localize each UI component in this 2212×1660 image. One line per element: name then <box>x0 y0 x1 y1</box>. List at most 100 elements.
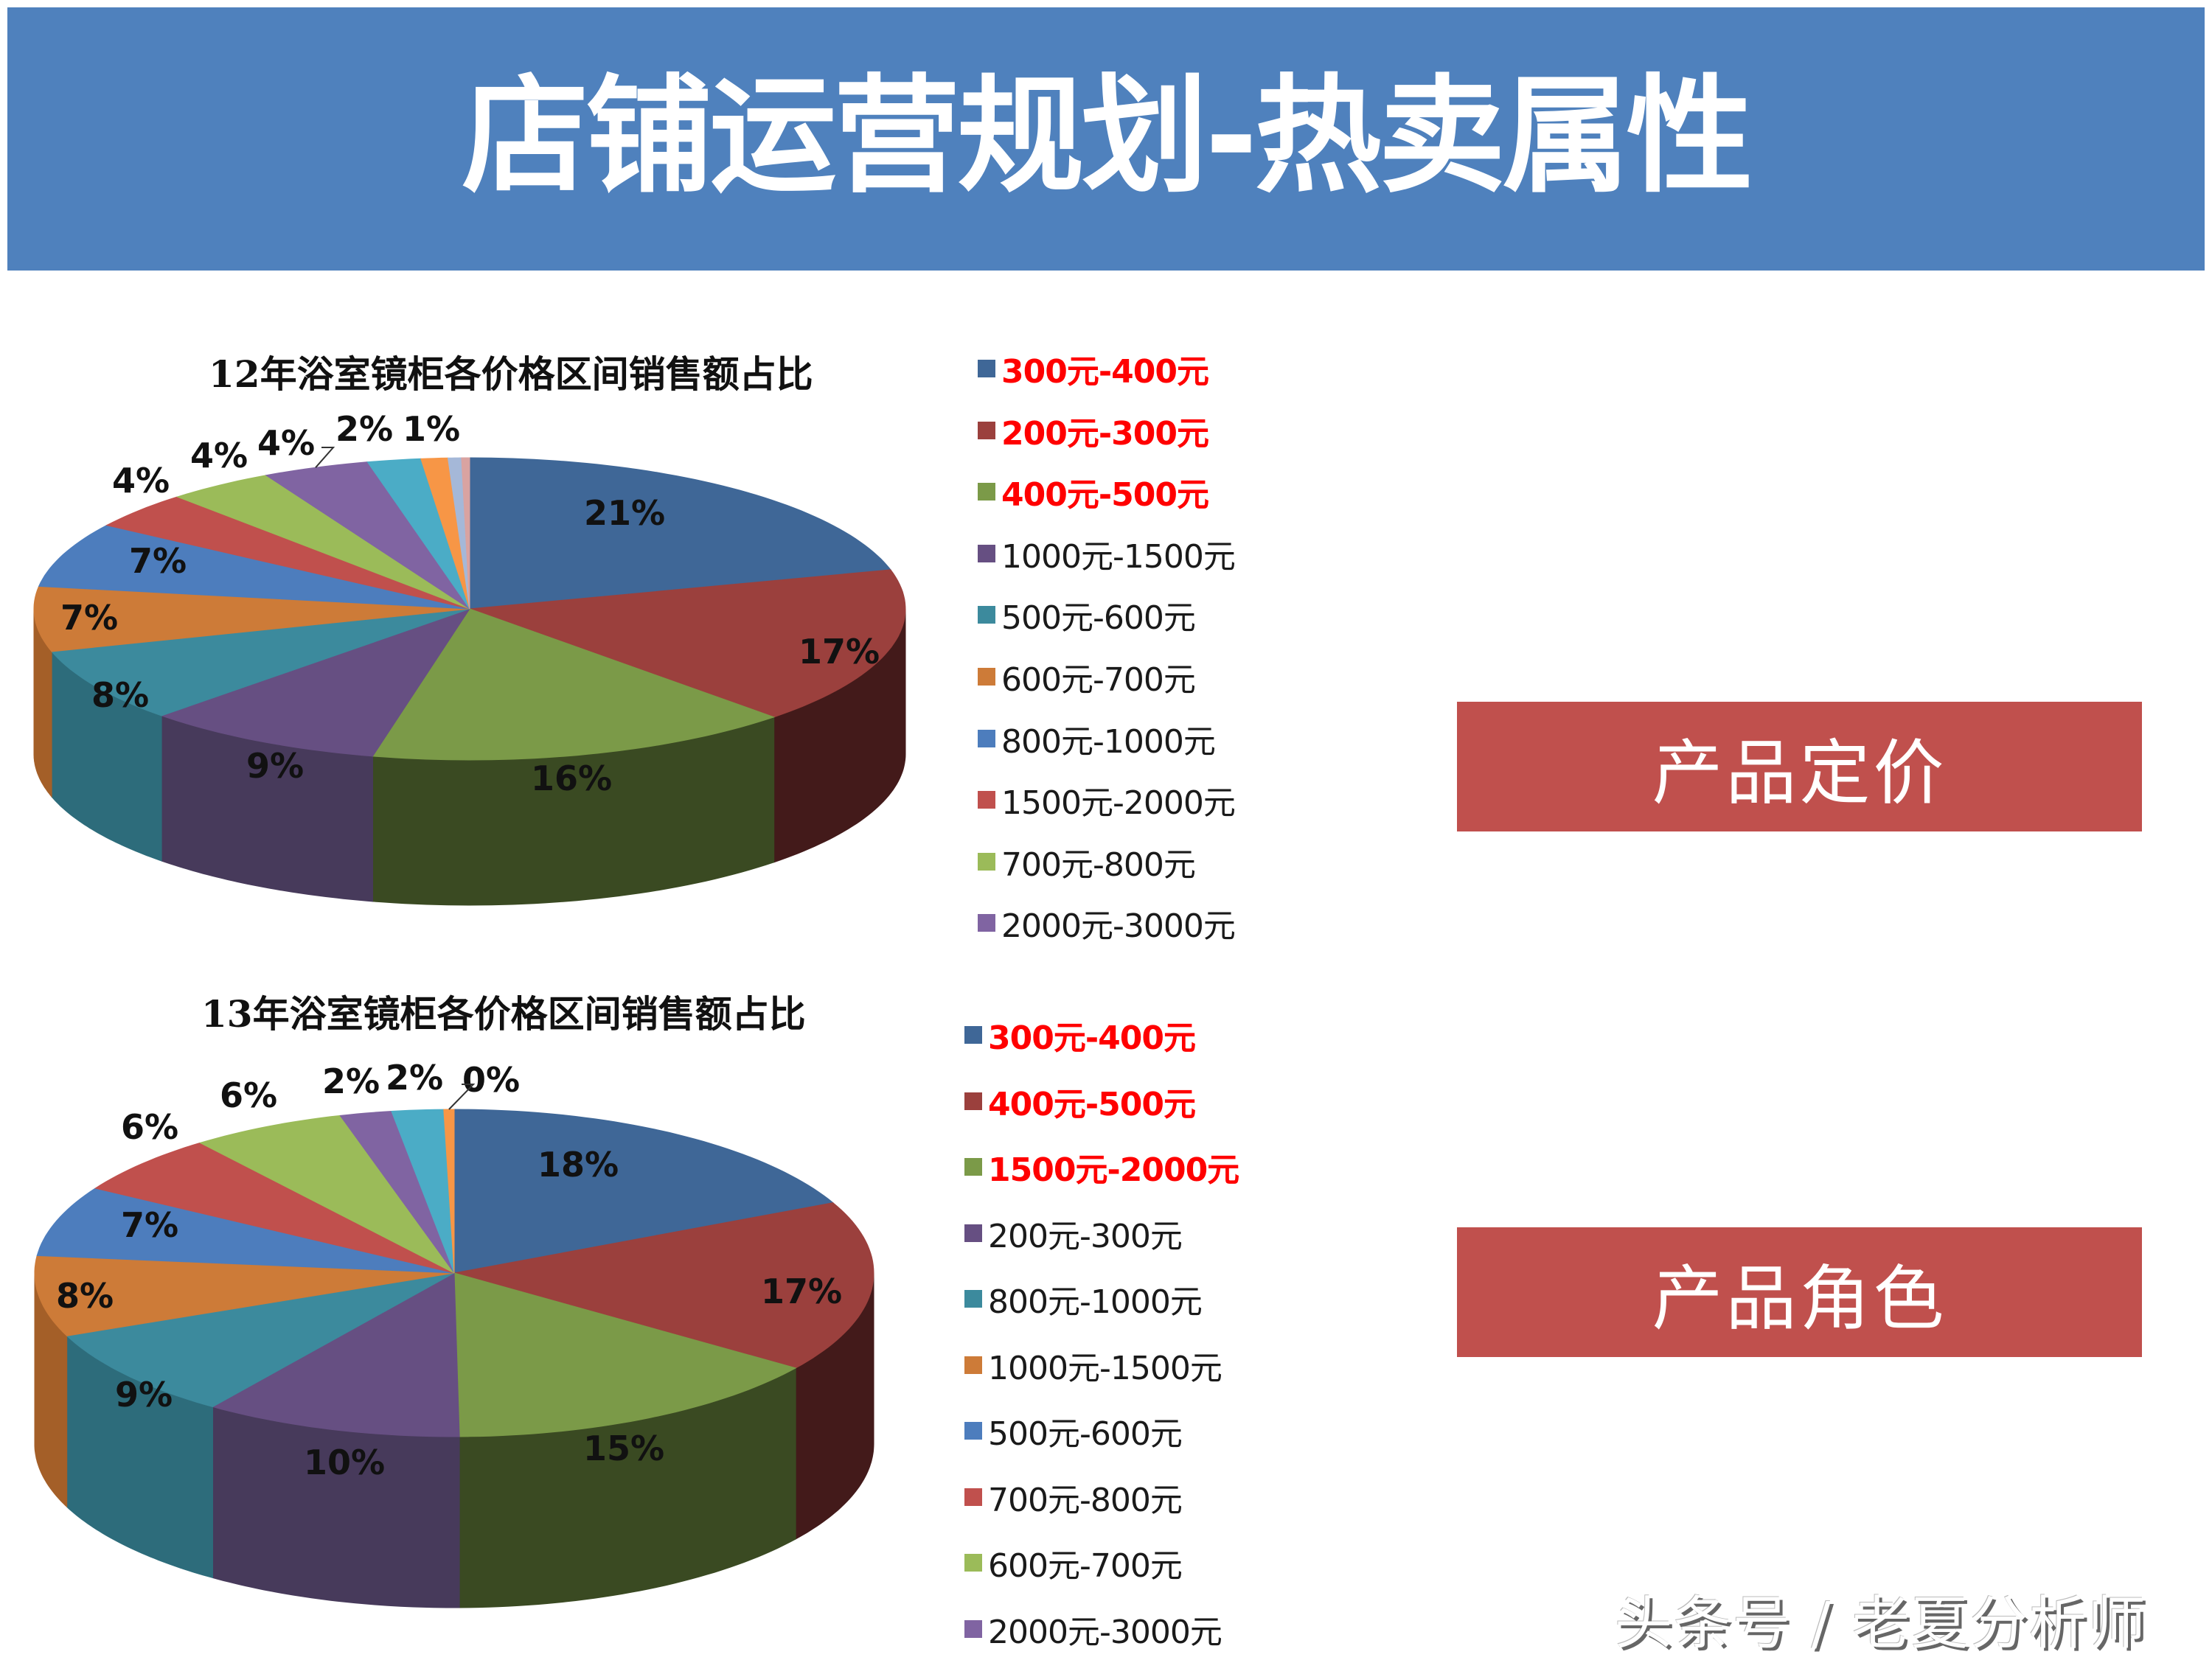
legend-label: 700元-800元 <box>1001 845 1196 884</box>
pie-slice <box>391 1109 455 1274</box>
legend-swatch-icon <box>964 1092 982 1110</box>
watermark: 头条号 / 老夏分析师 <box>1615 1591 2147 1657</box>
slice-percent-label: 7% <box>129 541 187 581</box>
legend-swatch-icon <box>978 914 995 932</box>
pie-slice <box>160 608 471 757</box>
pie-slice <box>66 1272 455 1408</box>
pie-slice <box>366 458 470 610</box>
slice-percent-label: 8% <box>56 1276 114 1316</box>
legend-label: 700元-800元 <box>988 1481 1183 1519</box>
legend-swatch-icon <box>964 1554 982 1572</box>
slice-percent-label: 4% <box>112 461 170 501</box>
header-banner: 店铺运营规划-热卖属性 <box>7 7 2205 271</box>
legend-label: 300元-400元 <box>988 1019 1196 1057</box>
pie-slice <box>175 475 470 610</box>
product-pricing-button[interactable]: 产品定价 <box>1457 702 2142 831</box>
legend-item: 300元-400元 <box>964 1011 1196 1059</box>
legend-label: 400元-500元 <box>988 1085 1196 1123</box>
legend-item: 300元-400元 <box>978 345 1209 392</box>
pie-slice <box>51 608 470 716</box>
legend-item: 400元-500元 <box>978 468 1209 515</box>
legend-label: 400元-500元 <box>1001 476 1209 515</box>
legend-swatch-icon <box>964 1619 982 1638</box>
legend-item: 800元-1000元 <box>978 715 1216 762</box>
pie-side <box>212 1406 460 1608</box>
pie-slice <box>453 1202 874 1369</box>
legend-swatch-icon <box>978 606 995 624</box>
slice-percent-label: 2% <box>386 1058 443 1098</box>
slice-percent-label: 4% <box>257 423 315 463</box>
slice-percent-label: 6% <box>121 1107 178 1147</box>
legend-label: 1000元-1500元 <box>1001 537 1236 576</box>
legend-swatch-icon <box>978 421 995 439</box>
slice-percent-label: 16% <box>531 758 612 798</box>
legend-label: 300元-400元 <box>1001 353 1209 391</box>
legend-label: 1500元-2000元 <box>988 1151 1239 1189</box>
legend-item: 700元-800元 <box>964 1474 1183 1521</box>
pie-slice <box>461 457 470 610</box>
page-title: 店铺运营规划-热卖属性 <box>462 62 1753 210</box>
chart-title-2012: 12年浴室镜柜各价格区间销售额占比 <box>209 352 813 396</box>
legend-swatch-icon <box>978 791 995 809</box>
legend-item: 400元-500元 <box>964 1078 1196 1125</box>
legend-label: 200元-300元 <box>988 1217 1183 1255</box>
legend-label: 500元-600元 <box>988 1415 1183 1453</box>
slice-percent-label: 8% <box>91 675 149 715</box>
legend-label: 2000元-3000元 <box>1001 907 1236 946</box>
legend-swatch-icon <box>978 483 995 501</box>
legend-item: 200元-300元 <box>964 1210 1183 1257</box>
legend-label: 600元-700元 <box>1001 661 1196 699</box>
slice-percent-label: 2% <box>322 1061 380 1101</box>
legend-item: 800元-1000元 <box>964 1275 1203 1322</box>
pie-chart-0: 21%17%16%9%8%7%7%4%4% 4% 2% 1% <box>33 409 906 906</box>
legend-swatch-icon <box>978 360 995 377</box>
slice-percent-label: 0% <box>462 1060 520 1100</box>
legend-swatch-icon <box>964 1488 982 1506</box>
pie-slice <box>469 457 891 610</box>
pie-slice <box>38 525 470 610</box>
slice-percent-label: 9% <box>115 1375 173 1415</box>
legend-item: 200元-300元 <box>978 407 1209 454</box>
pie-slice <box>34 1255 455 1336</box>
legend-label: 200元-300元 <box>1001 414 1209 453</box>
legend-swatch-icon <box>978 668 995 686</box>
legend-swatch-icon <box>964 1290 982 1308</box>
pie-slice <box>372 608 776 761</box>
legend-swatch-icon <box>964 1224 982 1242</box>
slice-percent-label: 10% <box>304 1443 385 1482</box>
slice-percent-label: 2% <box>335 409 393 449</box>
pie-slice <box>469 569 906 718</box>
pie-slice <box>453 1109 834 1274</box>
legend-swatch-icon <box>978 729 995 747</box>
slice-percent-label: 17% <box>799 632 880 672</box>
legend-label: 800元-1000元 <box>1001 722 1216 761</box>
legend-item: 1500元-2000元 <box>964 1143 1239 1190</box>
pie-chart-1: 18% 17% 15% 10% 9% 8%7% 6% 6% 2% 2% 0% <box>34 1058 874 1608</box>
product-role-button[interactable]: 产品角色 <box>1457 1227 2142 1357</box>
legend-swatch-icon <box>964 1356 982 1374</box>
slice-percent-label: 4% <box>190 436 248 475</box>
legend-item: 600元-700元 <box>964 1539 1183 1586</box>
pie-slice <box>453 1272 797 1437</box>
pie-slice <box>33 585 470 652</box>
legend-item: 1000元-1500元 <box>978 530 1236 577</box>
legend-swatch-icon <box>978 544 995 562</box>
leader-line <box>315 447 335 468</box>
pie-slice <box>339 1110 455 1274</box>
legend-item: 2000元-3000元 <box>978 899 1236 946</box>
legend-label: 1000元-1500元 <box>988 1349 1222 1387</box>
legend-label: 600元-700元 <box>988 1547 1183 1585</box>
slice-percent-label: 21% <box>584 493 665 533</box>
legend-item: 700元-800元 <box>978 838 1196 885</box>
slice-percent-label: 7% <box>121 1205 178 1245</box>
legend-label: 2000元-3000元 <box>988 1613 1222 1651</box>
legend-swatch-icon <box>978 852 995 871</box>
leader-line <box>448 1084 476 1110</box>
legend-item: 1000元-1500元 <box>964 1342 1222 1389</box>
legend-swatch-icon <box>964 1158 982 1176</box>
pie-slice <box>105 496 470 610</box>
legend-swatch-icon <box>964 1422 982 1440</box>
slice-percent-label: 1% <box>403 409 460 449</box>
legend-label: 800元-1000元 <box>988 1283 1203 1321</box>
